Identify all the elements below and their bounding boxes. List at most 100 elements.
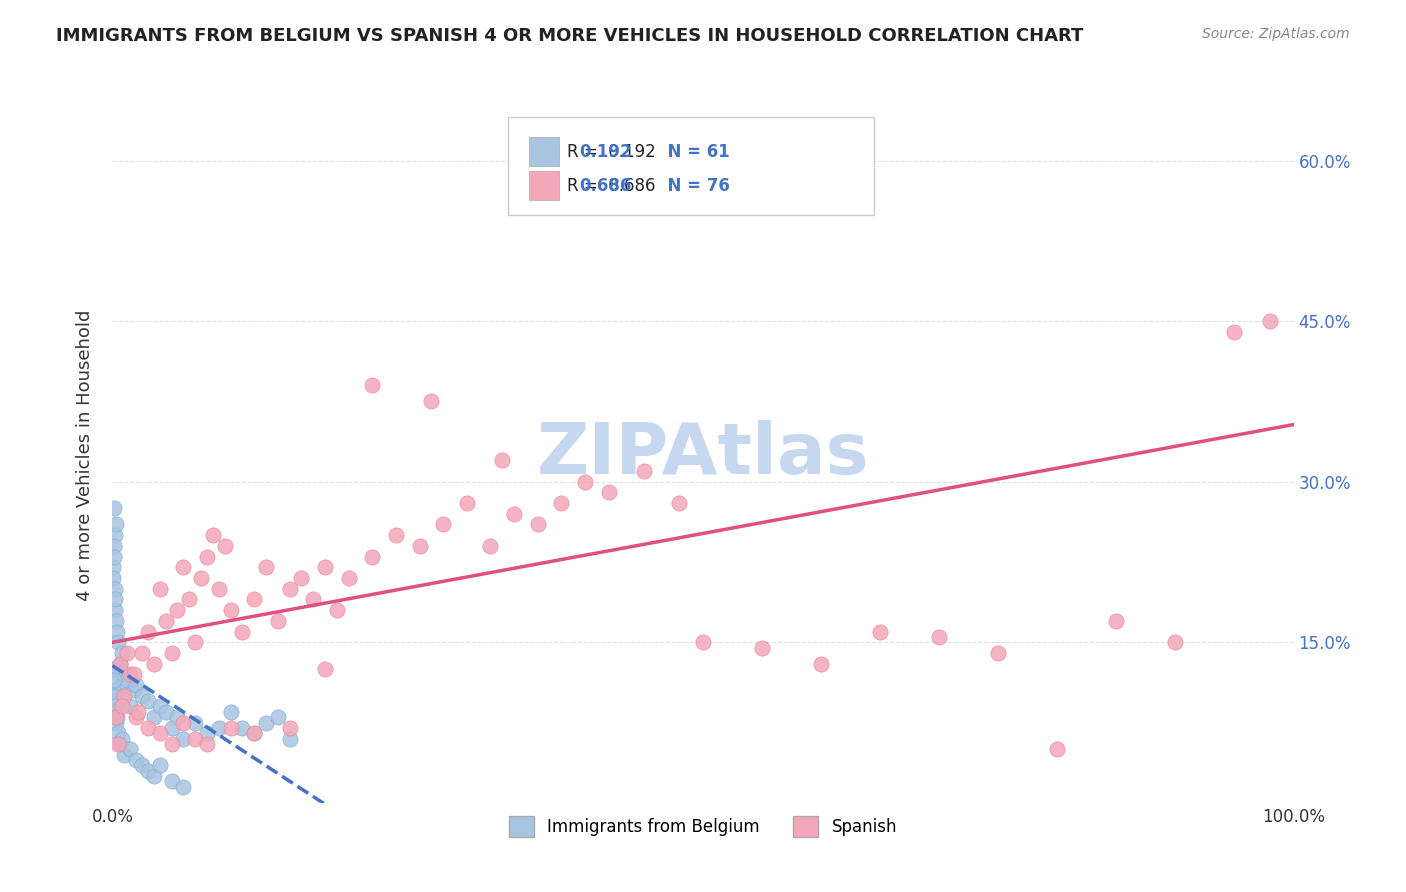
- Point: [302, 592, 325, 607]
- Point: [786, 153, 808, 168]
- Point: [314, 560, 336, 574]
- Point: [172, 780, 194, 794]
- Text: IMMIGRANTS FROM BELGIUM VS SPANISH 4 OR MORE VEHICLES IN HOUSEHOLD CORRELATION C: IMMIGRANTS FROM BELGIUM VS SPANISH 4 OR …: [56, 27, 1084, 45]
- Point: [108, 657, 131, 671]
- Point: [166, 710, 188, 724]
- Point: [290, 571, 312, 585]
- Point: [219, 705, 242, 719]
- Point: [104, 603, 127, 617]
- Point: [136, 764, 159, 778]
- Point: [361, 549, 384, 564]
- Point: [456, 496, 478, 510]
- Point: [127, 705, 149, 719]
- Point: [120, 667, 142, 681]
- Point: [104, 582, 127, 596]
- Point: [172, 715, 194, 730]
- Point: [1223, 325, 1246, 339]
- Point: [195, 549, 218, 564]
- Point: [103, 694, 125, 708]
- Point: [574, 475, 596, 489]
- Point: [1105, 614, 1128, 628]
- Point: [104, 528, 127, 542]
- Point: [107, 726, 129, 740]
- Point: [214, 539, 236, 553]
- Point: [219, 721, 242, 735]
- Text: Source: ZipAtlas.com: Source: ZipAtlas.com: [1202, 27, 1350, 41]
- Text: R =  0.686: R = 0.686: [567, 177, 655, 194]
- Legend: Immigrants from Belgium, Spanish: Immigrants from Belgium, Spanish: [495, 803, 911, 850]
- Point: [142, 769, 165, 783]
- Text: 0.686: 0.686: [579, 177, 631, 194]
- Point: [184, 731, 207, 746]
- Point: [101, 662, 124, 676]
- Point: [184, 635, 207, 649]
- FancyBboxPatch shape: [530, 171, 560, 201]
- Point: [103, 539, 125, 553]
- Point: [160, 721, 183, 735]
- Point: [105, 624, 128, 639]
- Point: [987, 646, 1010, 660]
- Point: [1164, 635, 1187, 649]
- Point: [142, 657, 165, 671]
- Point: [112, 689, 135, 703]
- Point: [172, 560, 194, 574]
- Point: [243, 726, 266, 740]
- Point: [111, 646, 134, 660]
- Point: [160, 774, 183, 789]
- Point: [149, 582, 172, 596]
- Point: [108, 737, 131, 751]
- Point: [231, 721, 253, 735]
- Point: [574, 132, 596, 146]
- Point: [195, 726, 218, 740]
- Point: [131, 758, 153, 772]
- Point: [149, 726, 172, 740]
- Point: [155, 614, 177, 628]
- Point: [479, 539, 502, 553]
- Point: [136, 624, 159, 639]
- Point: [122, 667, 145, 681]
- Point: [103, 673, 125, 687]
- Point: [112, 747, 135, 762]
- Text: N = 76: N = 76: [655, 177, 730, 194]
- FancyBboxPatch shape: [530, 137, 560, 166]
- Point: [190, 571, 212, 585]
- Point: [131, 646, 153, 660]
- Point: [105, 662, 128, 676]
- Point: [201, 528, 224, 542]
- Text: N = 61: N = 61: [655, 143, 730, 161]
- Point: [810, 657, 832, 671]
- Point: [149, 699, 172, 714]
- Point: [208, 721, 231, 735]
- Point: [314, 662, 336, 676]
- Point: [195, 737, 218, 751]
- Point: [120, 742, 142, 756]
- Point: [136, 694, 159, 708]
- Point: [692, 635, 714, 649]
- Point: [107, 737, 129, 751]
- Point: [105, 614, 128, 628]
- Point: [598, 485, 620, 500]
- Point: [503, 507, 526, 521]
- Point: [160, 737, 183, 751]
- Point: [125, 710, 148, 724]
- Point: [115, 673, 138, 687]
- Point: [104, 592, 127, 607]
- Point: [526, 517, 548, 532]
- Point: [668, 180, 690, 194]
- Point: [928, 630, 950, 644]
- Point: [103, 683, 125, 698]
- Point: [104, 699, 127, 714]
- Point: [172, 731, 194, 746]
- Point: [101, 560, 124, 574]
- Point: [491, 453, 513, 467]
- Point: [149, 758, 172, 772]
- Point: [633, 464, 655, 478]
- Point: [131, 689, 153, 703]
- Point: [125, 678, 148, 692]
- Point: [115, 646, 138, 660]
- Point: [105, 715, 128, 730]
- Point: [432, 517, 454, 532]
- Point: [112, 689, 135, 703]
- FancyBboxPatch shape: [508, 118, 875, 215]
- Point: [326, 603, 349, 617]
